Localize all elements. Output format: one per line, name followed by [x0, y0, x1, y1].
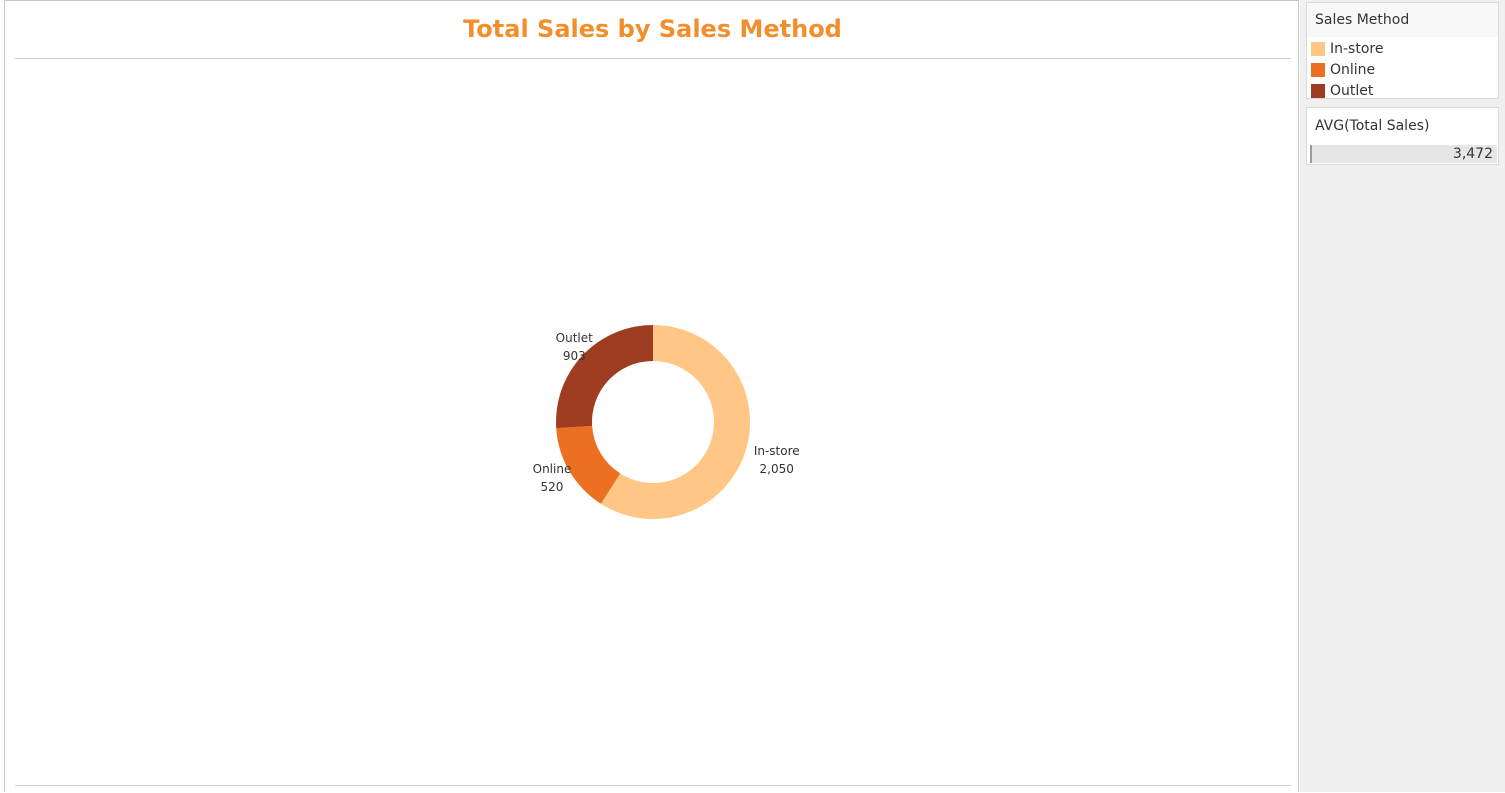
color-legend: Sales Method In-store Online Outlet [1306, 2, 1499, 99]
legend-swatch-in-store [1311, 42, 1325, 56]
legend-item-in-store[interactable]: In-store [1311, 40, 1383, 58]
legend-label-in-store: In-store [1330, 41, 1384, 57]
avg-title: AVG(Total Sales) [1315, 118, 1430, 134]
data-label-value-outlet: 903 [563, 349, 586, 363]
data-label-name-outlet: Outlet [556, 331, 593, 345]
avg-range-bar[interactable]: 3,472 [1310, 145, 1497, 163]
donut-slice-outlet[interactable] [556, 325, 653, 429]
legend-item-outlet[interactable]: Outlet [1311, 82, 1373, 100]
avg-total-sales-card: AVG(Total Sales) 3,472 [1306, 107, 1499, 165]
data-label-value-in-store: 2,050 [760, 462, 794, 476]
legend-label-outlet: Outlet [1330, 83, 1374, 99]
data-label-name-in-store: In-store [754, 444, 800, 458]
avg-value: 3,472 [1452, 146, 1493, 162]
legend-header [1307, 3, 1498, 37]
chart-title: Total Sales by Sales Method [463, 15, 842, 43]
donut-chart: In-store 2,050 Online 520 Outlet 903 [533, 325, 800, 519]
donut-slice-online[interactable] [556, 425, 621, 504]
side-panel: Sales Method In-store Online Outlet AVG(… [1300, 0, 1505, 792]
legend-item-online[interactable]: Online [1311, 61, 1375, 79]
donut-slice-in-store[interactable] [600, 325, 750, 519]
legend-swatch-online [1311, 63, 1325, 77]
legend-label-online: Online [1330, 62, 1376, 78]
legend-title: Sales Method [1315, 12, 1410, 28]
data-label-name-online: Online [533, 462, 572, 476]
bottom-divider [15, 785, 1291, 786]
legend-swatch-outlet [1311, 84, 1325, 98]
data-label-value-online: 520 [541, 480, 564, 494]
chart-panel: Total Sales by Sales Method In-store 2,05… [4, 0, 1299, 792]
title-divider [15, 58, 1291, 59]
